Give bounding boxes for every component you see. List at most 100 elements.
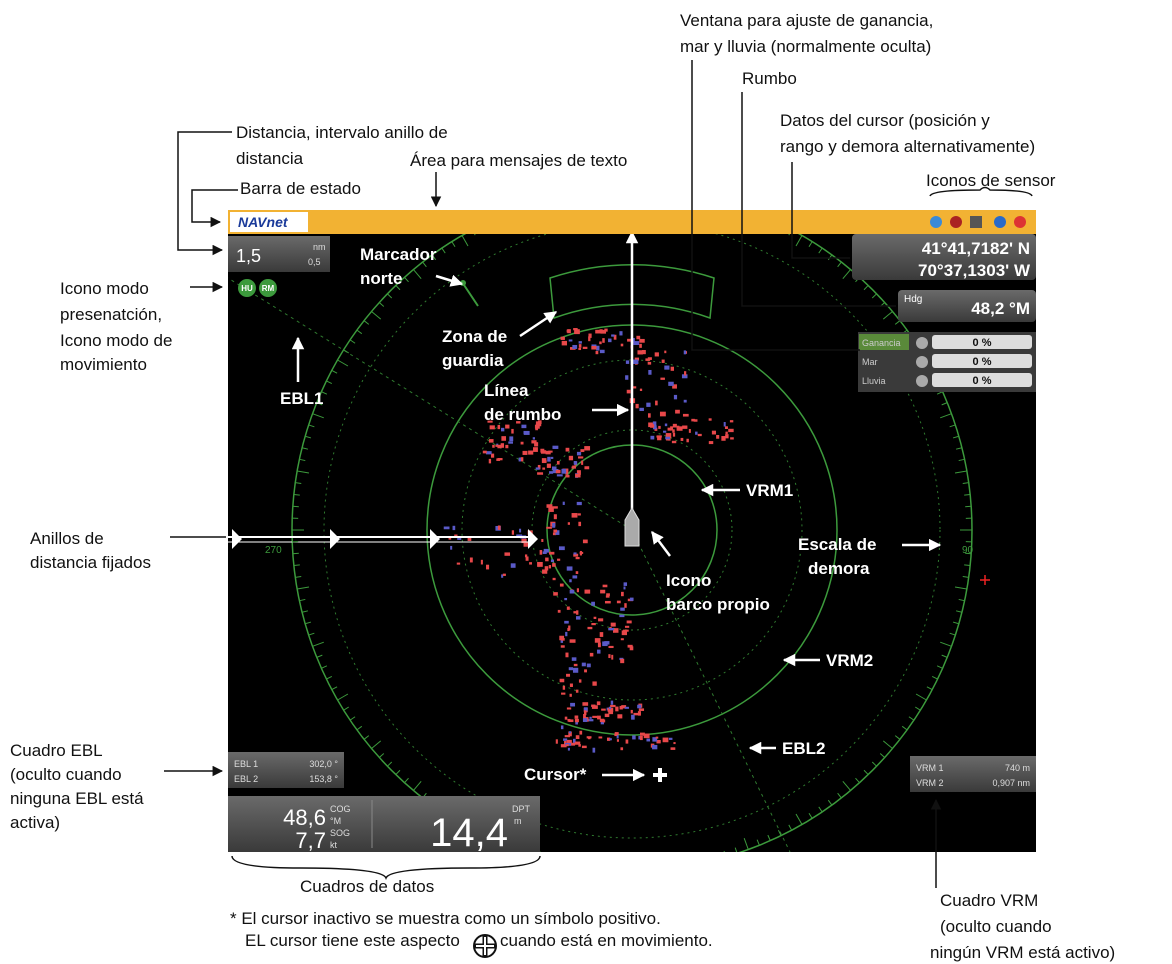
echo [575, 474, 580, 478]
echo [490, 425, 495, 429]
echo [572, 513, 578, 518]
echo [591, 602, 595, 606]
status-bar [228, 210, 1036, 234]
echo [636, 336, 640, 339]
echo [611, 623, 616, 627]
echo [648, 362, 651, 365]
echo [684, 350, 686, 354]
bearing-tick [585, 861, 586, 867]
gain-value: 0 % [973, 337, 992, 349]
echo [569, 667, 573, 670]
echo [453, 526, 456, 530]
echo [528, 451, 533, 455]
callout: (oculto cuando [10, 765, 122, 784]
echo [545, 558, 548, 562]
echo [645, 358, 650, 361]
bearing-tick [678, 193, 679, 199]
echo [567, 607, 570, 610]
callout: Barra de estado [240, 179, 361, 198]
depth-unit: m [514, 816, 522, 826]
echo [553, 578, 556, 580]
callout: Área para mensajes de texto [410, 151, 627, 170]
callout: Cuadro EBL [10, 741, 103, 760]
echo [599, 736, 603, 738]
echo [611, 334, 614, 336]
echo [557, 559, 560, 561]
gain-label: Lluvia [862, 376, 886, 386]
echo [574, 461, 577, 465]
echo [608, 711, 613, 714]
echo [568, 626, 570, 631]
graphic [950, 216, 962, 228]
echo [566, 448, 570, 452]
cog-label: COG [330, 804, 351, 814]
auto-icon [916, 356, 928, 368]
callout: (oculto cuando [940, 917, 1052, 936]
gain-value: 0 % [973, 356, 992, 368]
echo [557, 474, 563, 476]
echo [585, 590, 591, 594]
graphic [178, 132, 232, 250]
echo [660, 412, 666, 417]
echo [673, 433, 675, 437]
echo [579, 731, 582, 735]
echo [579, 679, 581, 682]
echo [648, 422, 653, 427]
echo [546, 527, 552, 529]
echo [584, 466, 589, 469]
echo [579, 344, 582, 348]
callout: ningún VRM está activo) [930, 943, 1115, 962]
echo [664, 351, 666, 354]
echo [568, 522, 570, 525]
echo [576, 610, 578, 614]
echo [592, 716, 597, 718]
echo [561, 693, 565, 695]
echo [584, 710, 586, 715]
echo [587, 664, 591, 668]
echo [552, 563, 556, 567]
echo [646, 739, 650, 742]
logo: NAVnet [238, 214, 289, 230]
echo [578, 456, 583, 458]
echo [623, 586, 625, 589]
bearing-tick [550, 854, 551, 860]
echo [537, 472, 543, 474]
echo [521, 425, 526, 428]
echo [559, 636, 564, 641]
echo [523, 451, 528, 455]
echo [620, 659, 624, 663]
echo [567, 566, 573, 570]
bearing-tick [538, 203, 540, 209]
callout: Ventana para ajuste de ganancia, [680, 11, 933, 30]
echo [608, 628, 614, 630]
ebl-label: EBL 2 [234, 774, 258, 784]
echo [595, 638, 601, 643]
echo [728, 429, 733, 432]
echo [621, 638, 624, 640]
echo [549, 471, 553, 474]
callout: Distancia, intervalo anillo de [236, 123, 448, 142]
echo [583, 347, 588, 349]
radar-label: VRM2 [826, 651, 873, 670]
echo [655, 401, 658, 406]
graphic [970, 216, 982, 228]
echo [637, 705, 641, 709]
echo [593, 748, 596, 753]
gain-value: 0 % [973, 375, 992, 387]
echo [652, 745, 657, 749]
echo [567, 330, 570, 333]
echo [608, 654, 610, 658]
echo [663, 738, 669, 743]
echo [568, 748, 570, 751]
echo [582, 746, 587, 748]
echo [583, 540, 588, 544]
radar-label: Escala de [798, 535, 876, 554]
echo [537, 562, 543, 567]
echo [725, 434, 728, 438]
echo [572, 657, 577, 661]
bearing-tick [573, 853, 575, 865]
sog-label: SOG [330, 828, 350, 838]
auto-icon [916, 337, 928, 349]
radar-label: VRM1 [746, 481, 793, 500]
graphic [1014, 216, 1026, 228]
